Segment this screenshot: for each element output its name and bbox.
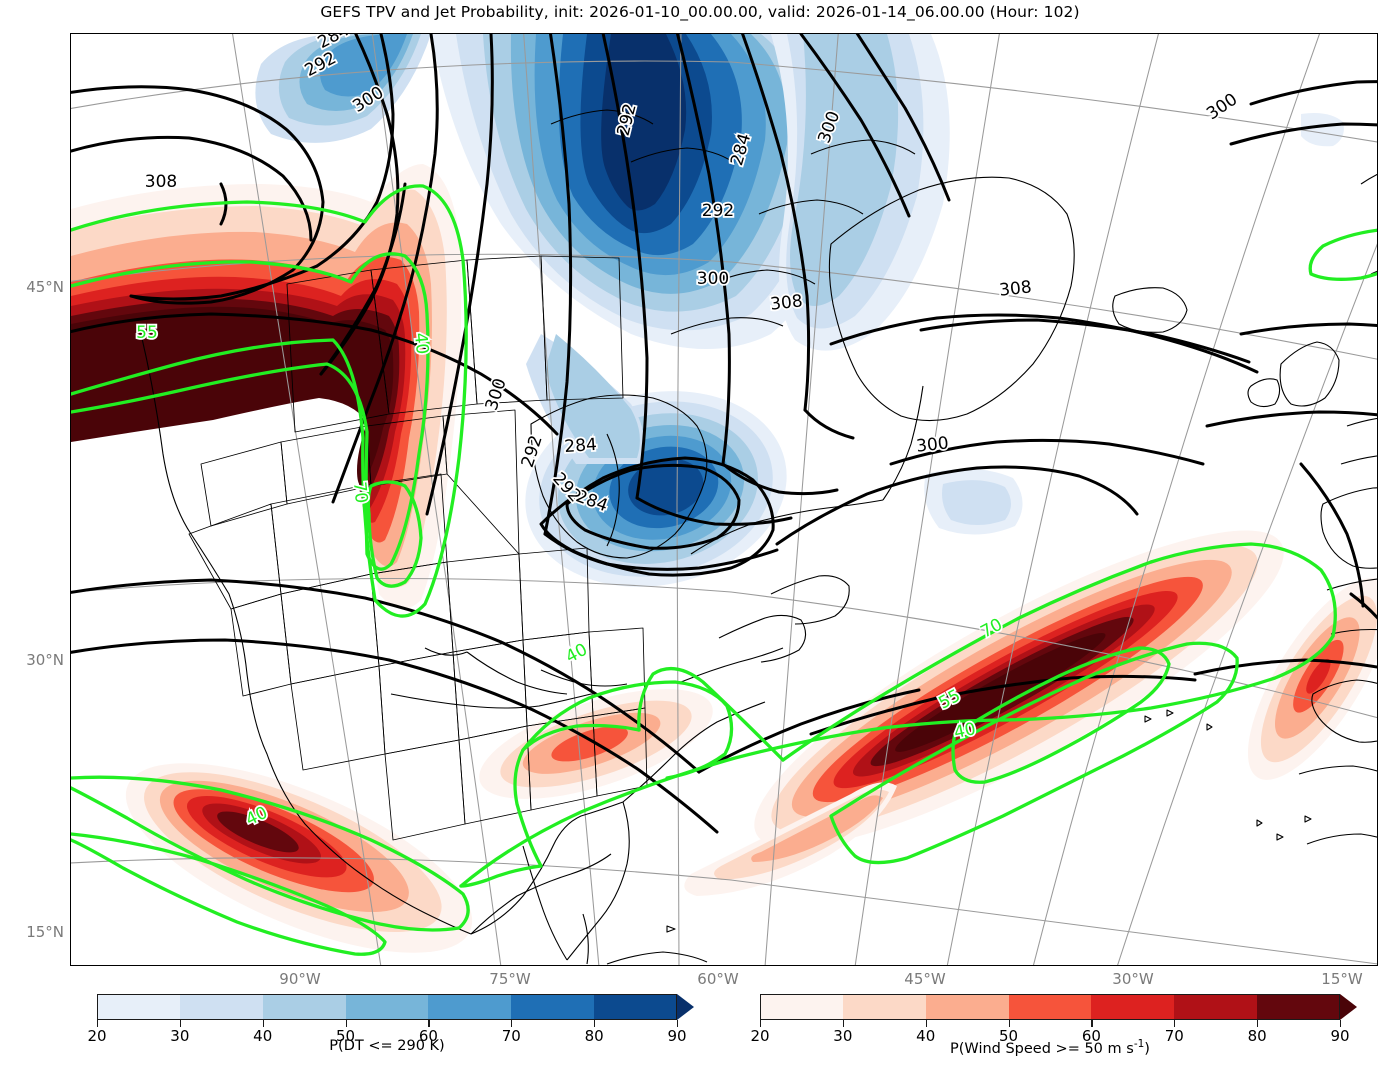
jet-contours <box>71 184 1377 956</box>
tpv-probability-colorbar-ticklabel-70: 70 <box>501 1027 521 1045</box>
jet-probability-colorbar-ticklabel-60: 60 <box>1081 1027 1101 1045</box>
jet-probability-colorbar-band-0 <box>760 994 843 1020</box>
blk-label-3: 308 <box>145 172 177 192</box>
jet-probability-colorbar-band-4 <box>1091 994 1175 1020</box>
tpv-probability-colorbar-tickmark-60 <box>428 1020 430 1027</box>
tpv-probability-colorbar-tickmark-80 <box>594 1020 596 1027</box>
blk-label-7: 292 <box>702 201 734 221</box>
grn-label-1: 40 <box>410 332 432 356</box>
jet-probability-colorbar-tickmark-90 <box>1340 1020 1342 1027</box>
map-plot-area[interactable]: 284 292 300 308 292 284 300 292 300 308 308 300 292 2… <box>70 33 1378 966</box>
jet-probability-colorbar-ticklabel-50: 50 <box>999 1027 1019 1045</box>
tpv-probability-colorbar-tickmark-50 <box>345 1020 347 1027</box>
jet-probability-colorbar-tickmark-80 <box>1257 1020 1259 1027</box>
tpv-probability-colorbar-band-6 <box>594 994 678 1020</box>
tpv-probability-colorbar-band-5 <box>511 994 595 1020</box>
tpv-probability-colorbar-tickmark-90 <box>677 1020 679 1027</box>
jet-probability-colorbar-tickmark-60 <box>1091 1020 1093 1027</box>
grn-label-3: 40 <box>562 640 590 668</box>
latitude-tick-0: 45°N <box>26 278 64 296</box>
latitude-tick-2: 15°N <box>26 923 64 941</box>
blk-label-16: 300 <box>915 433 949 456</box>
jet-probability-colorbar-band-6 <box>1257 994 1341 1020</box>
tpv-probability-colorbar-tickmark-30 <box>179 1020 182 1027</box>
jet-probability-colorbar-ticklabel-70: 70 <box>1164 1027 1184 1045</box>
jet-probability-colorbar-tickmark-70 <box>1174 1020 1176 1027</box>
jet-probability-colorbar-title: P(Wind Speed >= 50 m s-1) <box>950 1038 1150 1057</box>
graticule <box>71 34 1377 965</box>
jet-probability-colorbar: 20 30 40 50 60 70 80 90 P(Wind Speed >= 50 m s-1… <box>750 994 1357 1057</box>
tpv-probability-colorbar-ticklabel-40: 40 <box>253 1027 273 1045</box>
blk-label-10: 308 <box>998 277 1032 300</box>
jet-probability-colorbar-tickmark-30 <box>842 1020 845 1027</box>
blk-label-11: 300 <box>482 376 511 413</box>
page-title: GEFS TPV and Jet Probability, init: 2026… <box>320 3 1080 21</box>
tpv-probability-colorbar-ticklabel-20: 20 <box>87 1027 107 1045</box>
tpv-probability-colorbar-tickmark-40 <box>262 1020 264 1027</box>
longitude-tick-0: 90°W <box>279 970 321 988</box>
jet-probability-colorbar-tickmark-50 <box>1008 1020 1010 1027</box>
jet-probability-colorbar-extend-arrow <box>1340 994 1357 1020</box>
blk-label-13: 284 <box>564 435 598 457</box>
jet-probability-colorbar-ticklabel-80: 80 <box>1247 1027 1267 1045</box>
longitude-tick-3: 45°W <box>904 970 946 988</box>
tpv-probability-shading <box>255 34 1344 587</box>
blk-label-8: 300 <box>697 269 729 289</box>
tpv-probability-colorbar-band-1 <box>179 994 263 1020</box>
blk-label-17: 300 <box>1203 89 1241 124</box>
jet-probability-colorbar-tickmark-40 <box>925 1020 927 1027</box>
grn-label-0: 55 <box>136 323 158 343</box>
tpv-probability-colorbar-tickmark-70 <box>511 1020 513 1027</box>
jet-probability-colorbar-gradient <box>760 994 1341 1020</box>
jet-probability-colorbar-band-5 <box>1174 994 1258 1020</box>
jet-probability-colorbar-tickmark-20 <box>760 1020 762 1027</box>
jet-probability-shading <box>71 164 1377 953</box>
longitude-tick-5: 15°W <box>1321 970 1363 988</box>
longitude-tick-1: 75°W <box>489 970 531 988</box>
jet-probability-colorbar-band-1 <box>842 994 926 1020</box>
tpv-probability-colorbar-band-4 <box>428 994 512 1020</box>
jet-probability-colorbar-ticklabel-90: 90 <box>1330 1027 1350 1045</box>
dt-theta-contours <box>71 34 1377 834</box>
tpv-probability-colorbar-ticklabel-90: 90 <box>667 1027 687 1045</box>
longitude-tick-4: 30°W <box>1112 970 1154 988</box>
tpv-probability-colorbar-band-0 <box>97 994 180 1020</box>
tpv-probability-colorbar-band-3 <box>345 994 429 1020</box>
latitude-tick-1: 30°N <box>26 651 64 669</box>
jet-probability-colorbar-ticklabel-30: 30 <box>833 1027 853 1045</box>
tpv-probability-colorbar: 20 30 40 50 60 70 80 90 P(DT <= 290 K) <box>87 994 694 1054</box>
tpv-probability-colorbar-title: P(DT <= 290 K) <box>329 1038 445 1054</box>
tpv-probability-colorbar-ticklabel-80: 80 <box>584 1027 604 1045</box>
jet-probability-colorbar-ticklabel-20: 20 <box>750 1027 770 1045</box>
coastlines <box>140 109 1377 965</box>
tpv-probability-colorbar-band-2 <box>262 994 346 1020</box>
tpv-probability-colorbar-ticklabel-50: 50 <box>336 1027 356 1045</box>
longitude-tick-2: 60°W <box>697 970 739 988</box>
tpv-probability-colorbar-ticklabel-60: 60 <box>418 1027 438 1045</box>
grn-label-2: 70 <box>349 481 371 505</box>
jet-probability-colorbar-band-3 <box>1008 994 1092 1020</box>
jet-probability-colorbar-band-2 <box>925 994 1009 1020</box>
blk-label-9: 308 <box>769 291 803 314</box>
tpv-probability-colorbar-extend-arrow <box>677 994 694 1020</box>
tpv-probability-colorbar-ticklabel-30: 30 <box>170 1027 190 1045</box>
tpv-probability-colorbar-tickmark-20 <box>97 1020 99 1027</box>
jet-probability-colorbar-ticklabel-40: 40 <box>916 1027 936 1045</box>
tpv-probability-colorbar-gradient <box>97 994 678 1020</box>
